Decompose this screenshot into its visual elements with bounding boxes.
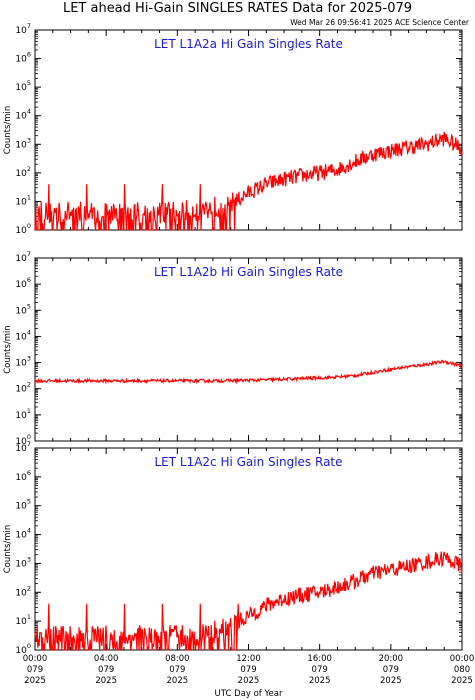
x-tick-doy: 079 [240,665,256,675]
y-tick-label: 107 [15,22,31,36]
y-tick-label: 101 [15,193,31,207]
y-tick-label: 106 [15,276,31,290]
x-tick-time: 16:00 [307,654,332,664]
y-tick-label: 106 [15,469,31,483]
y-tick-label: 105 [15,498,31,512]
panel-title-1: LET L1A2a Hi Gain Singles Rate [154,37,343,51]
x-tick-time: 04:00 [94,654,119,664]
y-tick-label: 100 [15,222,31,236]
x-tick-year: 2025 [309,676,331,686]
x-tick-year: 2025 [451,676,473,686]
series-line-3 [34,551,463,651]
y-tick-label: 104 [15,527,31,541]
x-tick-time: 20:00 [379,654,404,664]
y-tick-label: 103 [15,555,31,569]
page-title: LET ahead Hi-Gain SINGLES RATES Data for… [62,1,413,16]
y-tick-label: 107 [15,250,31,264]
y-tick-label: 101 [15,613,31,627]
x-tick-doy: 079 [383,665,399,675]
x-tick-doy: 079 [27,665,43,675]
y-axis-label: Counts/min [3,325,13,374]
x-tick-time: 00:00 [23,654,48,664]
plot-frame-2 [34,257,463,442]
y-tick-label: 104 [15,328,31,342]
x-tick-time: 12:00 [236,654,261,664]
x-tick-doy: 079 [98,665,114,675]
series-line-1 [34,131,463,231]
plot-frame-3 [34,447,463,651]
plot-frame-1 [34,29,463,231]
y-tick-label: 106 [15,51,31,65]
y-tick-label: 105 [15,79,31,93]
y-tick-label: 103 [15,355,31,369]
y-axis-label: Counts/min [3,525,13,574]
y-tick-label: 101 [15,407,31,421]
panel-title-3: LET L1A2c Hi Gain Singles Rate [154,455,342,469]
series-line-2 [34,359,463,385]
y-tick-label: 103 [15,136,31,150]
x-tick-doy: 079 [169,665,185,675]
y-tick-label: 105 [15,302,31,316]
x-axis-label: UTC Day of Year [215,689,283,699]
x-tick-year: 2025 [95,676,117,686]
x-tick-year: 2025 [238,676,260,686]
y-tick-label: 104 [15,108,31,122]
y-tick-label: 102 [15,381,31,395]
x-tick-time: 00:00 [450,654,475,664]
panel-title-2: LET L1A2b Hi Gain Singles Rate [154,265,343,279]
y-tick-label: 102 [15,165,31,179]
x-tick-year: 2025 [24,676,46,686]
x-tick-year: 2025 [380,676,402,686]
y-axis-label: Counts/min [3,106,13,155]
timestamp: Wed Mar 26 09:56:41 2025 ACE Science Cen… [290,18,469,27]
x-tick-doy: 080 [454,665,470,675]
x-tick-time: 08:00 [165,654,190,664]
x-tick-year: 2025 [167,676,189,686]
y-tick-label: 102 [15,584,31,598]
x-tick-doy: 079 [312,665,328,675]
